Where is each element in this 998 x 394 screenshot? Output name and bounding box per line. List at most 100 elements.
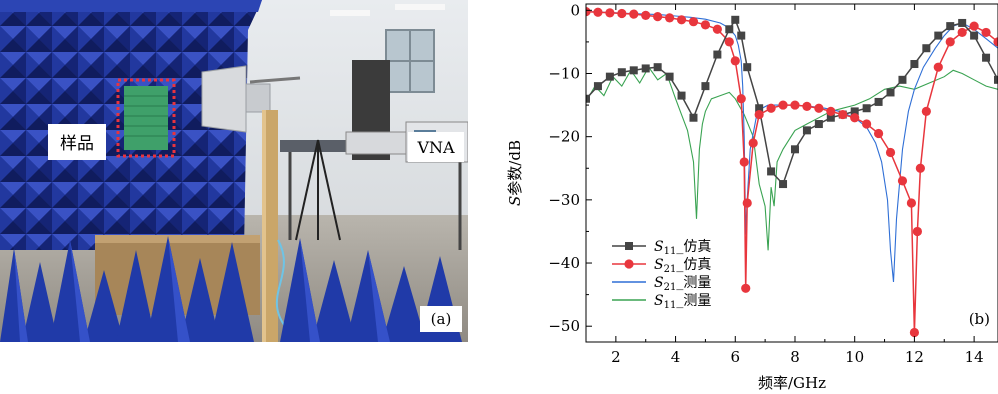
point-s11_sim	[982, 53, 991, 62]
anechoic-chamber-photo: 样品 VNA (a)	[0, 0, 468, 342]
vna-label-box	[408, 132, 464, 162]
point-s11_sim	[593, 82, 602, 91]
x-tick-label: 12	[905, 348, 924, 366]
y-tick-label: −50	[548, 317, 580, 335]
panel-a-label: (a)	[431, 310, 452, 328]
point-s21_sim	[957, 27, 967, 38]
point-s21_sim	[676, 15, 687, 25]
legend-label-s11_meas: S11_测量	[654, 293, 711, 311]
point-s11_sim	[605, 72, 614, 81]
point-s11_sim	[898, 75, 907, 84]
panel-b-label: (b)	[969, 310, 990, 328]
point-s11_sim	[790, 145, 799, 154]
point-s21_sim	[730, 56, 740, 66]
plot-area	[586, 6, 998, 338]
point-s11_sim	[946, 22, 955, 31]
point-s21_sim	[933, 62, 943, 72]
point-s21_sim	[605, 8, 615, 18]
point-s21_sim	[909, 327, 920, 338]
point-s21_sim	[838, 109, 848, 120]
point-s11_sim	[677, 91, 686, 100]
point-s21_sim	[969, 21, 979, 31]
series-line-s21_sim	[586, 10, 998, 333]
x-tick-label: 8	[790, 348, 800, 366]
x-tick-label: 2	[611, 348, 621, 366]
point-s11_sim	[874, 97, 883, 106]
point-s21_sim	[653, 12, 663, 22]
point-s21_sim	[741, 283, 751, 293]
y-tick-label: −10	[548, 64, 580, 82]
y-axis-title-text: 参数/dB	[506, 140, 524, 196]
point-s11_sim	[737, 31, 746, 40]
point-s11_sim	[910, 60, 919, 69]
point-s11_sim	[713, 50, 722, 59]
point-s21_sim	[778, 100, 788, 110]
legend-marker-s11_sim	[625, 242, 633, 250]
point-s21_sim	[724, 37, 734, 47]
point-s11_sim	[779, 180, 788, 189]
point-s11_sim	[886, 88, 895, 97]
point-s11_sim	[629, 66, 638, 75]
point-s11_sim	[826, 113, 835, 122]
point-s21_sim	[736, 94, 746, 104]
point-s11_sim	[958, 18, 967, 27]
series-line-s11_meas	[586, 66, 998, 251]
point-s11_sim	[731, 15, 740, 24]
point-s11_sim	[689, 113, 698, 122]
point-s11_sim	[653, 63, 662, 72]
vna-label: VNA	[416, 138, 455, 157]
point-s21_sim	[945, 37, 955, 47]
point-s21_sim	[629, 9, 639, 19]
x-tick-label: 6	[731, 348, 741, 366]
point-s21_sim	[641, 10, 651, 20]
sample-label: 样品	[60, 134, 94, 154]
point-s21_sim	[862, 119, 872, 129]
y-tick-label: −20	[548, 128, 580, 146]
y-tick-label: −40	[548, 254, 580, 272]
y-tick-label: −30	[548, 191, 580, 209]
legend-marker-s21_sim	[624, 259, 634, 269]
legend-label-s21_sim: S21_仿真	[654, 257, 711, 275]
point-s21_sim	[748, 138, 758, 148]
point-s21_sim	[700, 20, 711, 30]
point-s11_sim	[755, 104, 764, 113]
point-s11_sim	[922, 44, 931, 53]
point-s11_sim	[994, 75, 998, 84]
point-s11_sim	[725, 25, 734, 34]
x-axis-title: 频率/GHz	[758, 374, 826, 392]
s-parameter-chart: 2 4 6 8 10 12 140−10−20−30−40−50 S11_仿真S21_仿真S…	[506, 1, 998, 392]
legend-label-s11_sim: S11_仿真	[654, 239, 711, 257]
point-s21_sim	[912, 226, 922, 237]
point-s21_sim	[742, 198, 752, 208]
point-s21_sim	[915, 163, 925, 173]
point-s11_sim	[701, 82, 710, 91]
point-s21_sim	[593, 7, 603, 17]
point-s21_sim	[586, 6, 591, 17]
y-axis-title: S参数/dB	[506, 140, 524, 206]
x-tick-label: 10	[845, 348, 864, 366]
chart-panel: 2 4 6 8 10 12 14 0 −10 −20 −30 −40 −50 S11_仿真 S21_仿真 S…	[500, 0, 998, 394]
panel-a-label-box	[420, 306, 462, 332]
point-s21_sim	[906, 198, 917, 208]
plot-frame	[585, 3, 998, 343]
x-tick-label: 4	[671, 348, 681, 366]
point-s21_sim	[664, 13, 675, 23]
axes: 2 4 6 8 10 12 14 0 −10 −20 −30 −40 −50	[548, 1, 998, 366]
point-s21_sim	[850, 113, 860, 123]
point-s11_sim	[617, 68, 626, 77]
legend-label-s21_meas: S21_测量	[654, 275, 711, 293]
point-s11_sim	[767, 167, 776, 176]
point-s21_sim	[754, 109, 764, 120]
point-s21_sim	[921, 106, 931, 117]
point-s21_sim	[617, 8, 627, 19]
point-s21_sim	[993, 37, 998, 47]
point-s21_sim	[981, 27, 991, 38]
point-s11_sim	[970, 31, 979, 40]
point-s11_sim	[934, 31, 943, 40]
point-s21_sim	[739, 157, 749, 167]
point-s11_sim	[862, 104, 871, 113]
point-s11_sim	[641, 64, 650, 73]
x-tick-label: 14	[965, 348, 984, 366]
photo-panel: 样品 VNA (a)	[0, 0, 468, 342]
